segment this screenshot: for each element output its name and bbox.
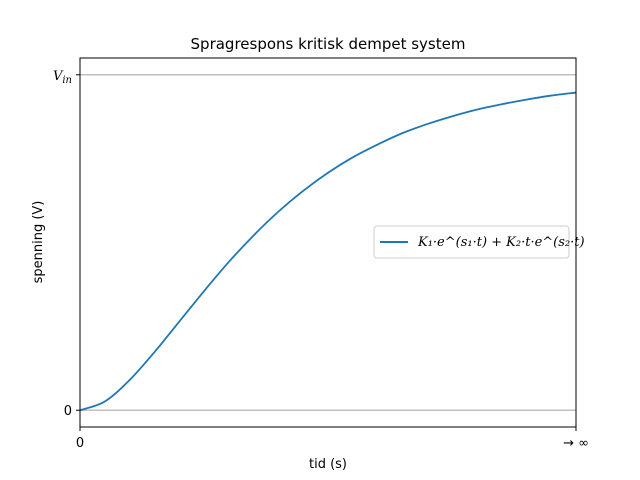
legend-box (373, 225, 570, 259)
x-axis: 0 → ∞ (76, 427, 589, 451)
series-line-0 (79, 91, 577, 412)
reference-lines (80, 74, 576, 411)
legend-entry: K₁·e^(s₁·t) + K₂·t·e^(s₂·t) (417, 235, 585, 250)
plot-area (79, 57, 577, 428)
x-axis-label: tid (s) (309, 457, 347, 472)
y-tick-label-1: Vin (53, 69, 72, 86)
legend: K₁·e^(s₁·t) + K₂·t·e^(s₂·t) (373, 225, 585, 259)
x-tick-label-1: → ∞ (563, 436, 589, 451)
y-axis-label: spenning (V) (31, 201, 46, 284)
series-group (79, 91, 577, 412)
y-tick-label-0: 0 (64, 404, 72, 419)
chart-title: Spragrespons kritisk dempet system (191, 35, 466, 53)
y-axis: 0 Vin (53, 69, 80, 419)
x-tick-label-0: 0 (76, 436, 84, 451)
plot-frame (79, 57, 577, 428)
